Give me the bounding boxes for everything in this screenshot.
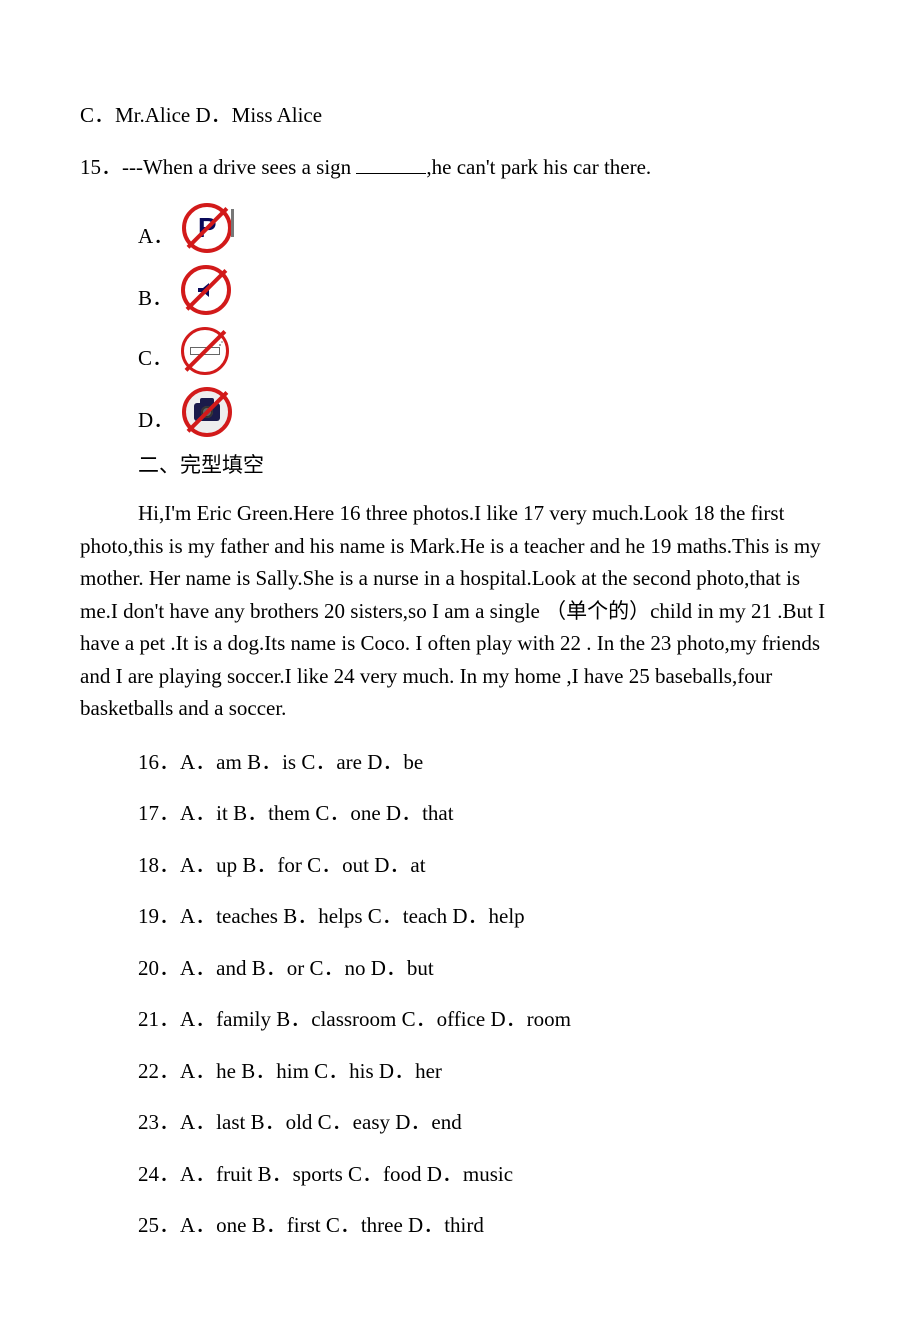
q15-option-b-label: B． — [138, 286, 173, 315]
q15-option-a: A． P — [138, 203, 840, 253]
cloze-20: 20．A．and B．or C．no D．but — [138, 953, 840, 985]
cursor-caret — [231, 209, 234, 237]
q15-option-b: B． — [138, 265, 840, 315]
cloze-25: 25．A．one B．first C．three D．third — [138, 1210, 840, 1242]
q15-option-d: D． — [138, 387, 840, 437]
document-page: C．Mr.Alice D．Miss Alice 15．---When a dri… — [0, 0, 920, 1322]
q15-option-d-label: D． — [138, 408, 174, 437]
q14-options-cd: C．Mr.Alice D．Miss Alice — [80, 100, 840, 132]
q15-suffix: ,he can't park his car there. — [426, 155, 651, 179]
section-2-title: 二、完型填空 — [138, 449, 840, 479]
cloze-23: 23．A．last B．old C．easy D．end — [138, 1107, 840, 1139]
q15-option-c-label: C． — [138, 346, 173, 375]
cloze-18: 18．A．up B．for C．out D．at — [138, 850, 840, 882]
cloze-21: 21．A．family B．classroom C．office D．room — [138, 1004, 840, 1036]
no-parking-icon: P — [182, 203, 232, 253]
slash-icon — [185, 269, 226, 310]
cloze-passage: Hi,I'm Eric Green.Here 16 three photos.I… — [80, 497, 840, 725]
q15-blank — [356, 173, 426, 174]
cloze-24: 24．A．fruit B．sports C．food D．music — [138, 1159, 840, 1191]
cloze-17: 17．A．it B．them C．one D．that — [138, 798, 840, 830]
q15-option-c: C． — [138, 327, 840, 375]
no-horn-icon — [181, 265, 231, 315]
passage-text: Hi,I'm Eric Green.Here 16 three photos.I… — [80, 501, 825, 720]
cloze-19: 19．A．teaches B．helps C．teach D．help — [138, 901, 840, 933]
cloze-22: 22．A．he B．him C．his D．her — [138, 1056, 840, 1088]
no-camera-icon — [182, 387, 232, 437]
no-smoking-icon — [181, 327, 229, 375]
cloze-16: 16．A．am B．is C．are D．be — [138, 747, 840, 779]
q15-option-a-label: A． — [138, 224, 174, 253]
q15-prefix: 15．---When a drive sees a sign — [80, 155, 356, 179]
q15-stem: 15．---When a drive sees a sign ,he can't… — [80, 152, 840, 184]
